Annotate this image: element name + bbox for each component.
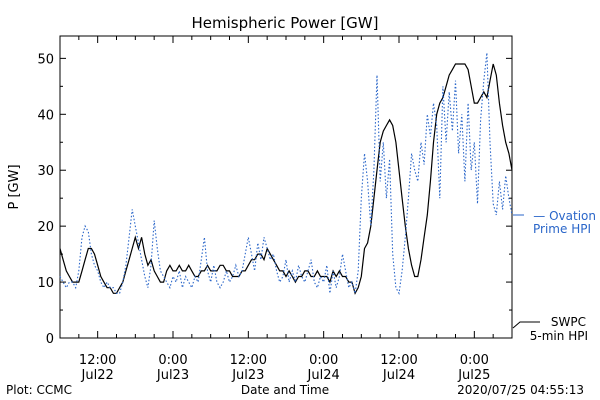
chart-title: Hemispheric Power [GW]: [192, 14, 379, 32]
x-tick-label-time: 0:00: [158, 353, 187, 368]
x-tick-label-date: Jul24: [382, 368, 415, 383]
legend-ovation-line2: Prime HPI: [533, 222, 591, 236]
legend-swpc-line2: 5-min HPI: [530, 329, 588, 343]
y-tick-label: 10: [37, 276, 54, 291]
x-tick-label-time: 0:00: [309, 353, 338, 368]
legend: — Ovation Prime HPI SWPC 5-min HPI: [512, 209, 596, 343]
legend-ovation-line1: — Ovation: [533, 209, 596, 223]
x-axis-label: Date and Time: [241, 383, 329, 397]
y-tick-label: 40: [37, 108, 54, 123]
legend-swpc-marker: [512, 321, 540, 329]
x-tick-label-date: Jul24: [307, 368, 340, 383]
legend-swpc-line1: SWPC: [551, 315, 586, 329]
series-lines: [59, 52, 513, 296]
series-swpc-line: [59, 63, 513, 295]
x-tick-label-date: Jul25: [457, 368, 490, 383]
y-axis-ticks: 0 10 20 30 40 50: [37, 52, 512, 347]
footer-plot-credit: Plot: CCMC: [6, 383, 72, 397]
footer-timestamp: 2020/07/25 04:55:13: [457, 383, 584, 397]
y-tick-label: 20: [37, 220, 54, 235]
x-tick-label-time: 12:00: [230, 353, 267, 368]
y-tick-label: 0: [46, 332, 54, 347]
y-axis-label: P [GW]: [7, 164, 22, 209]
x-tick-label-date: Jul23: [231, 368, 264, 383]
y-tick-label: 50: [37, 52, 54, 67]
x-tick-label-date: Jul22: [81, 368, 114, 383]
series-ovation-line: [59, 52, 513, 296]
x-tick-label-time: 0:00: [460, 353, 489, 368]
x-tick-label-date: Jul23: [156, 368, 189, 383]
x-axis-ticks: 12:00Jul220:00Jul2312:00Jul230:00Jul2412…: [59, 36, 513, 383]
x-tick-label-time: 12:00: [79, 353, 116, 368]
y-tick-label: 30: [37, 164, 54, 179]
plot-area: [59, 35, 513, 339]
x-tick-label-time: 12:00: [380, 353, 417, 368]
